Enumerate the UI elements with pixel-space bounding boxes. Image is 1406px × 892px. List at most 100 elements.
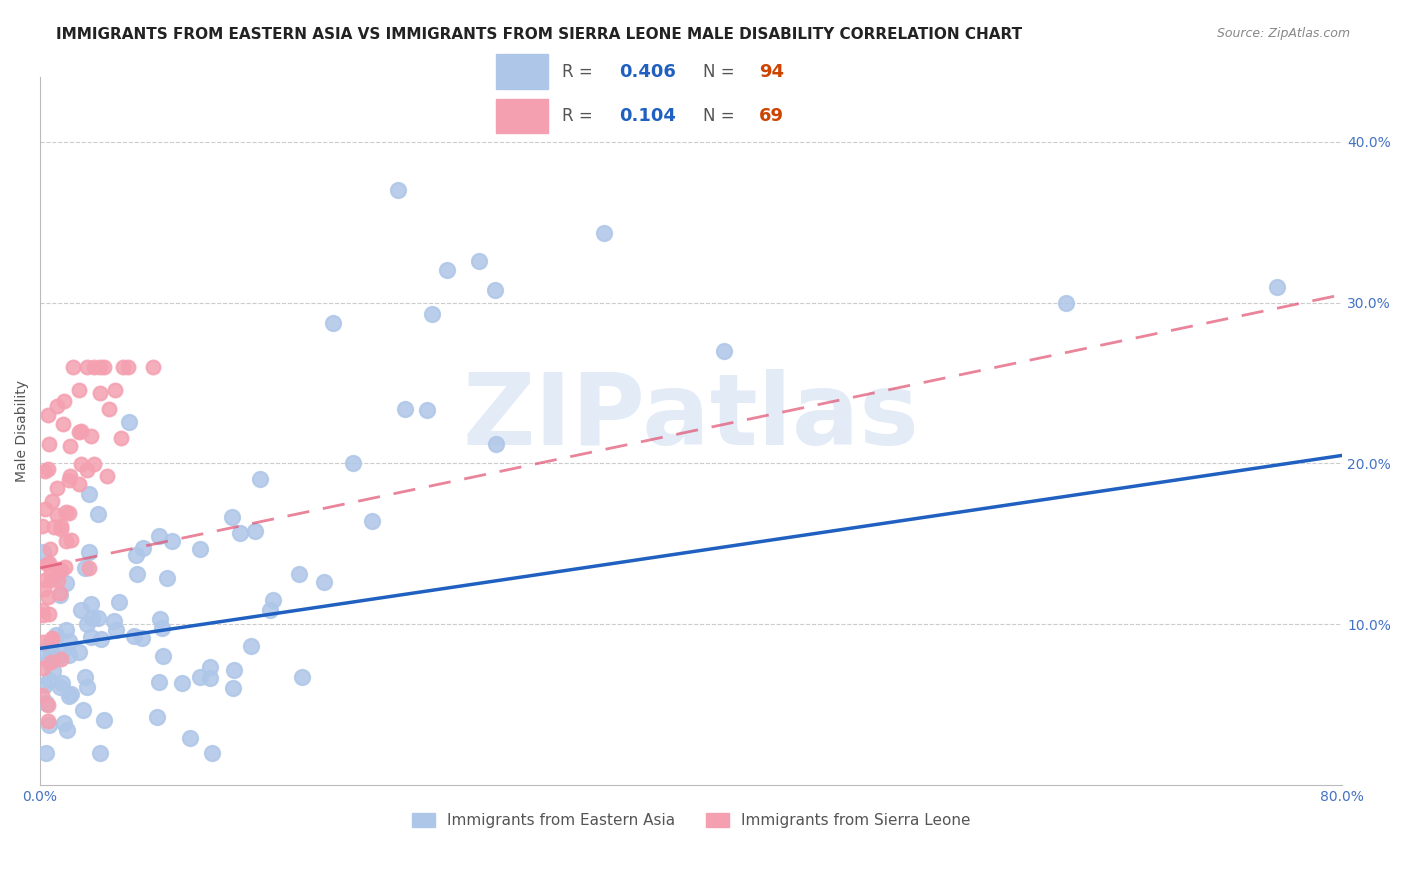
Point — [55, 559, 77, 574]
Text: ZIPatlas: ZIPatlas — [463, 368, 920, 466]
Point — [222, 681, 245, 695]
Point — [76, 462, 98, 476]
Point — [108, 595, 131, 609]
Point — [420, 307, 443, 321]
Point — [34, 573, 56, 587]
Point — [58, 506, 80, 520]
Point — [67, 383, 90, 397]
Point — [38, 556, 60, 570]
Point — [80, 429, 103, 443]
Point — [80, 597, 103, 611]
Point — [31, 545, 53, 559]
Point — [468, 253, 491, 268]
Y-axis label: Male Disability: Male Disability — [15, 380, 30, 483]
Point — [41, 650, 63, 665]
Point — [104, 383, 127, 397]
Text: 69: 69 — [759, 107, 785, 125]
Point — [179, 731, 201, 745]
Point — [34, 678, 56, 692]
Text: IMMIGRANTS FROM EASTERN ASIA VS IMMIGRANTS FROM SIERRA LEONE MALE DISABILITY COR: IMMIGRANTS FROM EASTERN ASIA VS IMMIGRAN… — [56, 27, 1022, 42]
Point — [31, 661, 53, 675]
Point — [77, 545, 100, 559]
Point — [39, 566, 62, 580]
Point — [77, 486, 100, 500]
Point — [72, 703, 94, 717]
Point — [49, 652, 72, 666]
Point — [361, 514, 384, 528]
Point — [49, 522, 72, 536]
Point — [314, 575, 336, 590]
Point — [31, 643, 53, 657]
Point — [42, 664, 65, 678]
Point — [76, 616, 98, 631]
Point — [35, 696, 58, 710]
Point — [41, 631, 63, 645]
Point — [146, 710, 169, 724]
Point — [42, 520, 65, 534]
Point — [51, 645, 73, 659]
Point — [148, 674, 170, 689]
Point — [245, 524, 267, 538]
Point — [39, 636, 62, 650]
Point — [45, 628, 67, 642]
Text: R =: R = — [562, 63, 593, 81]
Point — [86, 507, 108, 521]
Point — [38, 607, 60, 621]
Point — [83, 359, 105, 374]
Point — [55, 504, 77, 518]
Point — [484, 283, 506, 297]
Point — [59, 469, 82, 483]
Point — [37, 714, 59, 728]
Point — [259, 603, 281, 617]
Point — [39, 641, 62, 656]
Point — [38, 718, 60, 732]
Point — [51, 676, 73, 690]
Point — [112, 359, 135, 374]
Point — [148, 529, 170, 543]
Point — [132, 541, 155, 555]
Point — [58, 689, 80, 703]
Point — [240, 640, 263, 654]
Point — [69, 424, 91, 438]
Point — [87, 611, 110, 625]
Point — [117, 359, 139, 374]
Point — [41, 632, 63, 647]
Point — [262, 592, 284, 607]
Point — [122, 629, 145, 643]
Point — [37, 698, 59, 712]
Point — [70, 603, 93, 617]
Point — [46, 650, 69, 665]
Text: R =: R = — [562, 107, 593, 125]
Point — [485, 436, 508, 450]
Point — [52, 417, 75, 431]
Point — [32, 582, 55, 597]
Point — [49, 588, 72, 602]
Point — [200, 660, 222, 674]
Point — [34, 502, 56, 516]
Point — [34, 464, 56, 478]
Point — [156, 572, 179, 586]
Point — [55, 576, 77, 591]
Point — [58, 473, 80, 487]
Point — [1265, 279, 1288, 293]
Point — [118, 415, 141, 429]
Point — [75, 670, 97, 684]
Point — [224, 663, 246, 677]
Point — [58, 633, 80, 648]
Point — [104, 623, 127, 637]
Point — [37, 590, 59, 604]
Point — [58, 648, 80, 662]
Point — [46, 481, 69, 495]
Point — [131, 631, 153, 645]
Point — [188, 670, 211, 684]
Point — [51, 563, 73, 577]
Point — [38, 673, 60, 688]
Point — [229, 525, 252, 540]
Point — [67, 425, 90, 439]
Point — [89, 746, 111, 760]
Point — [125, 549, 148, 563]
Bar — [495, 54, 548, 88]
Point — [288, 566, 311, 581]
Point — [67, 477, 90, 491]
Point — [39, 574, 62, 588]
